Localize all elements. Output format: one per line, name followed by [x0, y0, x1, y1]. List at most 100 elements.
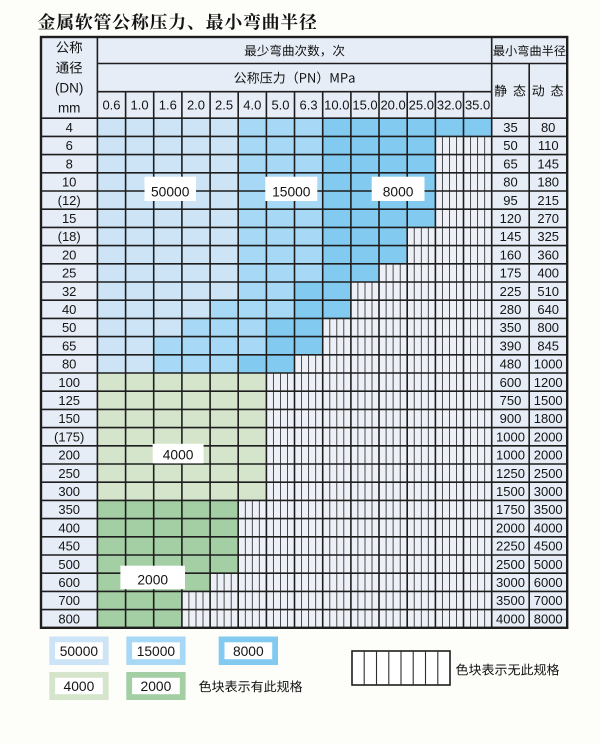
svg-text:1500: 1500	[534, 393, 563, 408]
svg-text:1.0: 1.0	[131, 98, 149, 113]
svg-text:(12): (12)	[58, 193, 81, 208]
svg-text:3500: 3500	[534, 502, 563, 517]
svg-text:3500: 3500	[496, 593, 525, 608]
svg-text:280: 280	[500, 302, 522, 317]
svg-text:65: 65	[503, 156, 517, 171]
svg-text:800: 800	[537, 320, 559, 335]
svg-text:8: 8	[66, 156, 73, 171]
svg-text:2250: 2250	[496, 539, 525, 554]
svg-text:4000: 4000	[496, 611, 525, 626]
svg-text:215: 215	[537, 193, 559, 208]
svg-text:120: 120	[500, 211, 522, 226]
svg-text:2000: 2000	[534, 429, 563, 444]
svg-text:600: 600	[58, 575, 80, 590]
svg-text:(175): (175)	[54, 429, 84, 444]
svg-text:4000: 4000	[534, 520, 563, 535]
svg-text:4.0: 4.0	[243, 98, 261, 113]
svg-text:700: 700	[58, 593, 80, 608]
svg-text:32.0: 32.0	[437, 98, 462, 113]
svg-text:1250: 1250	[496, 466, 525, 481]
svg-text:390: 390	[500, 338, 522, 353]
svg-text:110: 110	[538, 138, 559, 153]
svg-text:1800: 1800	[534, 411, 563, 426]
svg-text:6000: 6000	[534, 575, 563, 590]
svg-text:15000: 15000	[272, 184, 311, 199]
svg-text:6: 6	[66, 138, 73, 153]
svg-text:8000: 8000	[383, 184, 414, 199]
svg-text:750: 750	[500, 393, 522, 408]
svg-text:640: 640	[537, 302, 559, 317]
svg-text:50000: 50000	[60, 644, 99, 659]
svg-text:50: 50	[62, 320, 76, 335]
svg-text:1750: 1750	[496, 502, 525, 517]
svg-text:250: 250	[58, 466, 80, 481]
svg-text:80: 80	[503, 175, 517, 190]
svg-text:4000: 4000	[64, 679, 95, 694]
svg-text:35: 35	[503, 120, 517, 135]
svg-text:125: 125	[58, 393, 80, 408]
svg-text:2500: 2500	[534, 466, 563, 481]
svg-text:180: 180	[537, 175, 559, 190]
svg-text:450: 450	[58, 539, 80, 554]
svg-text:4500: 4500	[534, 539, 563, 554]
svg-text:25.0: 25.0	[409, 98, 434, 113]
svg-text:480: 480	[500, 357, 522, 372]
svg-text:2000: 2000	[137, 572, 168, 587]
svg-text:2000: 2000	[141, 679, 172, 694]
svg-text:5000: 5000	[534, 557, 563, 572]
svg-text:350: 350	[500, 320, 522, 335]
svg-text:50: 50	[503, 138, 517, 153]
svg-text:0.6: 0.6	[102, 98, 120, 113]
svg-text:35.0: 35.0	[465, 98, 490, 113]
svg-text:10.0: 10.0	[324, 98, 349, 113]
svg-text:300: 300	[58, 484, 80, 499]
svg-text:800: 800	[58, 611, 80, 626]
svg-text:845: 845	[537, 338, 559, 353]
svg-text:1000: 1000	[496, 448, 525, 463]
svg-text:1000: 1000	[534, 357, 563, 372]
svg-text:225: 225	[500, 284, 522, 299]
svg-text:25: 25	[62, 266, 76, 281]
svg-text:1.6: 1.6	[159, 98, 177, 113]
svg-text:15000: 15000	[137, 644, 176, 659]
svg-text:510: 510	[537, 284, 559, 299]
svg-text:95: 95	[503, 193, 517, 208]
svg-text:3000: 3000	[534, 484, 563, 499]
svg-text:15: 15	[62, 211, 76, 226]
svg-text:6.3: 6.3	[300, 98, 318, 113]
svg-text:400: 400	[537, 266, 559, 281]
svg-text:(DN): (DN)	[55, 81, 84, 96]
svg-text:2000: 2000	[534, 448, 563, 463]
svg-text:8000: 8000	[534, 611, 563, 626]
svg-text:80: 80	[62, 357, 76, 372]
svg-text:270: 270	[537, 211, 559, 226]
svg-text:1500: 1500	[496, 484, 525, 499]
svg-text:175: 175	[500, 266, 522, 281]
svg-text:150: 150	[58, 411, 80, 426]
svg-text:65: 65	[62, 338, 76, 353]
svg-text:8000: 8000	[233, 644, 264, 659]
svg-text:(18): (18)	[58, 229, 81, 244]
svg-text:160: 160	[500, 247, 522, 262]
svg-text:100: 100	[58, 375, 80, 390]
svg-text:4000: 4000	[163, 448, 194, 463]
svg-text:3000: 3000	[496, 575, 525, 590]
svg-text:200: 200	[58, 448, 80, 463]
svg-text:7000: 7000	[534, 593, 563, 608]
svg-text:2500: 2500	[496, 557, 525, 572]
svg-text:900: 900	[500, 411, 522, 426]
svg-text:32: 32	[62, 284, 76, 299]
svg-text:50000: 50000	[151, 184, 190, 199]
svg-text:1200: 1200	[534, 375, 563, 390]
svg-text:10: 10	[62, 175, 76, 190]
svg-text:350: 350	[58, 502, 80, 517]
svg-text:4: 4	[66, 120, 73, 135]
svg-text:145: 145	[537, 156, 559, 171]
svg-text:145: 145	[500, 229, 522, 244]
svg-text:5.0: 5.0	[271, 98, 289, 113]
svg-text:2.5: 2.5	[215, 98, 233, 113]
svg-text:80: 80	[541, 120, 555, 135]
svg-text:2.0: 2.0	[187, 98, 205, 113]
svg-text:360: 360	[537, 247, 559, 262]
svg-text:1000: 1000	[496, 429, 525, 444]
